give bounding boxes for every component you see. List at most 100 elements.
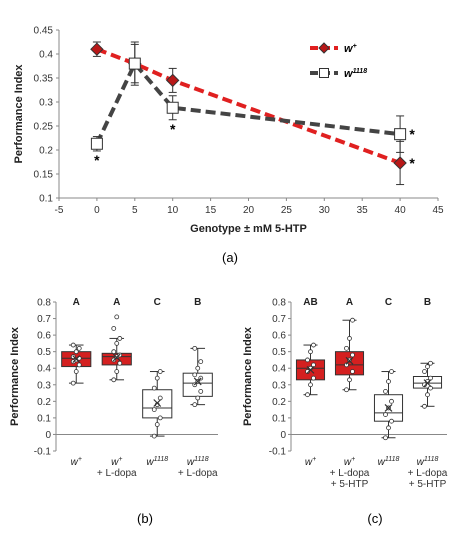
c-data-point	[389, 369, 394, 374]
a-legend-marker	[319, 68, 329, 78]
c-data-point	[383, 388, 388, 394]
c-box	[334, 351, 365, 376]
a-x-tick-label: 5	[132, 205, 138, 216]
c-data-point	[347, 377, 352, 383]
b-data-point	[111, 349, 117, 355]
a-y-tick-label: 0.1	[39, 194, 53, 205]
b-data-point	[117, 360, 123, 366]
c-data-point	[350, 317, 355, 323]
c-data-point	[311, 375, 316, 381]
c-data-point	[347, 336, 352, 341]
a-x-tick-label: 20	[243, 205, 255, 216]
c-panel-label: (c)	[367, 511, 382, 526]
c-y-tick-label: -0.1	[269, 447, 287, 458]
b-y-tick-label: 0	[45, 430, 51, 441]
b-data-point	[111, 377, 117, 383]
b-mean-marker	[193, 377, 202, 386]
c-y-tick-label: 0.6	[272, 331, 286, 342]
c-category-label: w1118	[417, 456, 439, 468]
a-legend-label: w1118	[344, 68, 367, 80]
c-group-letter: B	[424, 297, 431, 308]
b-y-tick-label: 0.4	[37, 364, 51, 375]
a-y-tick-label: 0.25	[34, 122, 54, 133]
b-category-label: w1118	[187, 456, 209, 468]
a-x-tick-label: 15	[205, 205, 217, 216]
c-y-tick-label: 0.5	[272, 347, 286, 358]
b-y-tick-label: 0.3	[37, 380, 51, 391]
c-data-point	[425, 392, 430, 398]
b-data-point	[70, 342, 76, 348]
a-x-tick-label: 30	[319, 205, 331, 216]
b-data-point	[195, 395, 201, 401]
c-data-point	[383, 435, 388, 441]
b-data-point	[154, 375, 160, 381]
b-data-point	[114, 314, 120, 320]
c-mean-marker	[306, 365, 315, 374]
c-mean-marker	[345, 356, 354, 365]
a-y-tick-label: 0.3	[39, 98, 53, 109]
b-data-point	[151, 385, 157, 391]
c-data-point	[386, 379, 391, 384]
b-y-tick-label: 0.1	[37, 413, 51, 424]
b-data-point	[192, 345, 198, 351]
c-data-point	[344, 362, 349, 368]
c-data-point	[344, 387, 349, 393]
c-data-point	[350, 369, 355, 374]
a-y-tick-label: 0.35	[34, 74, 54, 85]
c-y-tick-label: 0.2	[272, 397, 286, 408]
c-category-label-line2: + L-dopa	[330, 468, 370, 479]
b-category-label-line2: + L-dopa	[178, 468, 218, 479]
b-y-tick-label: 0.6	[37, 331, 51, 342]
b-data-point	[151, 407, 157, 413]
c-y-tick-label: 0.4	[272, 364, 286, 375]
a-x-tick-label: 25	[281, 205, 293, 216]
a-point-square	[90, 137, 103, 150]
a-point-square	[166, 101, 179, 114]
c-category-label: w+	[305, 456, 316, 468]
a-panel-label: (a)	[222, 250, 238, 265]
b-data-point	[157, 415, 163, 421]
b-category-label: w1118	[146, 456, 168, 468]
c-category-label: w+	[344, 456, 355, 468]
b-y-tick-label: 0.2	[37, 397, 51, 408]
a-y-axis-label: Performance Index	[13, 64, 25, 164]
c-y-tick-label: 0	[280, 430, 286, 441]
b-mean-marker	[112, 353, 121, 362]
c-data-point	[308, 349, 313, 355]
c-data-point	[422, 369, 427, 374]
c-data-point	[344, 345, 349, 351]
c-category-label-line2: + L-dopa	[408, 468, 448, 479]
b-y-tick-label: 0.7	[37, 314, 51, 325]
a-point-square	[394, 128, 407, 141]
b-y-axis-label: Performance Index	[9, 326, 21, 426]
b-y-tick-label: 0.5	[37, 347, 51, 358]
b-mean-marker	[153, 399, 162, 407]
c-y-tick-label: 0.7	[272, 314, 286, 325]
b-data-point	[192, 372, 198, 378]
c-y-tick-label: 0.1	[272, 413, 286, 424]
a-point-diamond	[90, 42, 104, 56]
c-group-letter: C	[385, 297, 392, 308]
a-x-tick-label: 10	[167, 205, 179, 216]
b-group-letter: A	[113, 297, 120, 308]
b-data-point	[73, 349, 79, 355]
a-significance-star: *	[94, 152, 100, 168]
c-mean-marker	[384, 404, 393, 412]
c-data-point	[389, 418, 394, 424]
b-data-point	[76, 345, 82, 351]
c-data-point	[308, 382, 313, 388]
c-y-tick-label: 0.3	[272, 380, 286, 391]
c-y-tick-label: 0.8	[272, 298, 286, 309]
c-data-point	[425, 364, 430, 369]
b-y-tick-label: 0.8	[37, 298, 51, 309]
c-category-label: w1118	[378, 456, 400, 468]
a-x-tick-label: 40	[395, 205, 407, 216]
a-legend-marker	[318, 42, 330, 54]
a-x-axis-label: Genotype ± mM 5-HTP	[190, 223, 307, 235]
b-box	[182, 372, 213, 397]
c-group-letter: AB	[303, 297, 317, 308]
c-category-label-line3: + 5-HTP	[409, 479, 447, 490]
a-significance-star: *	[409, 155, 415, 171]
a-y-tick-label: 0.15	[34, 170, 54, 181]
